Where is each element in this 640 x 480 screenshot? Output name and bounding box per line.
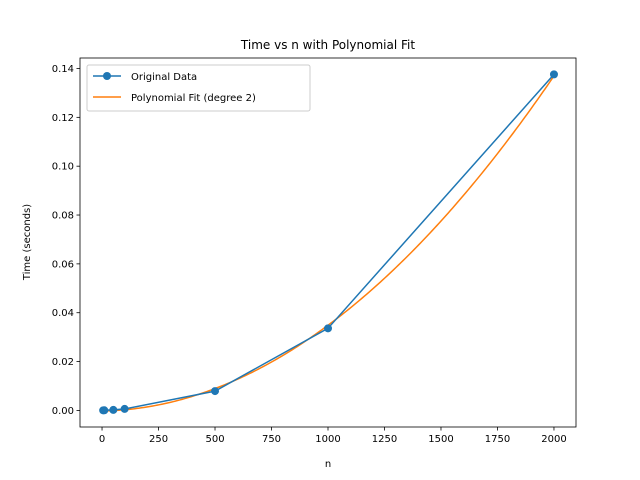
y-tick-label: 0.02 xyxy=(52,357,74,368)
x-axis-label: n xyxy=(325,459,331,470)
x-tick-label: 2000 xyxy=(541,434,566,445)
x-tick-label: 1500 xyxy=(428,434,453,445)
y-tick-label: 0.14 xyxy=(52,64,74,75)
x-tick-label: 750 xyxy=(262,434,281,445)
x-tick-label: 1000 xyxy=(315,434,340,445)
y-axis-label: Time (seconds) xyxy=(22,204,33,281)
x-tick-label: 0 xyxy=(99,434,105,445)
y-tick-label: 0.06 xyxy=(52,259,74,270)
y-tick-label: 0.10 xyxy=(52,162,74,173)
data-point-original xyxy=(120,404,129,413)
data-point-original xyxy=(211,387,220,396)
y-tick-label: 0.04 xyxy=(52,308,74,319)
data-point-original xyxy=(549,70,558,79)
y-tick-label: 0.12 xyxy=(52,113,74,124)
legend-label-polynomial-fit: Polynomial Fit (degree 2) xyxy=(131,93,256,104)
data-point-original xyxy=(109,405,118,414)
data-point-original xyxy=(100,406,109,415)
legend: Original Data Polynomial Fit (degree 2) xyxy=(86,64,311,112)
y-tick-label: 0.00 xyxy=(52,406,74,417)
plot-area: 0 250 500 750 1000 1250 1500 1750 2000 0.00 0.02 0.… xyxy=(52,57,577,445)
x-tick-label: 250 xyxy=(149,434,168,445)
x-tick-label: 1250 xyxy=(372,434,397,445)
x-tick-label: 1750 xyxy=(485,434,510,445)
data-point-original xyxy=(324,324,332,333)
legend-box xyxy=(86,64,311,112)
legend-label-original-data: Original Data xyxy=(131,72,197,83)
chart-title: Time vs n with Polynomial Fit xyxy=(240,38,415,52)
y-tick-label: 0.08 xyxy=(52,211,74,222)
series-group xyxy=(99,70,558,415)
legend-marker-original-data xyxy=(103,72,111,80)
axes-frame xyxy=(79,57,577,428)
x-tick-label: 500 xyxy=(205,434,224,445)
